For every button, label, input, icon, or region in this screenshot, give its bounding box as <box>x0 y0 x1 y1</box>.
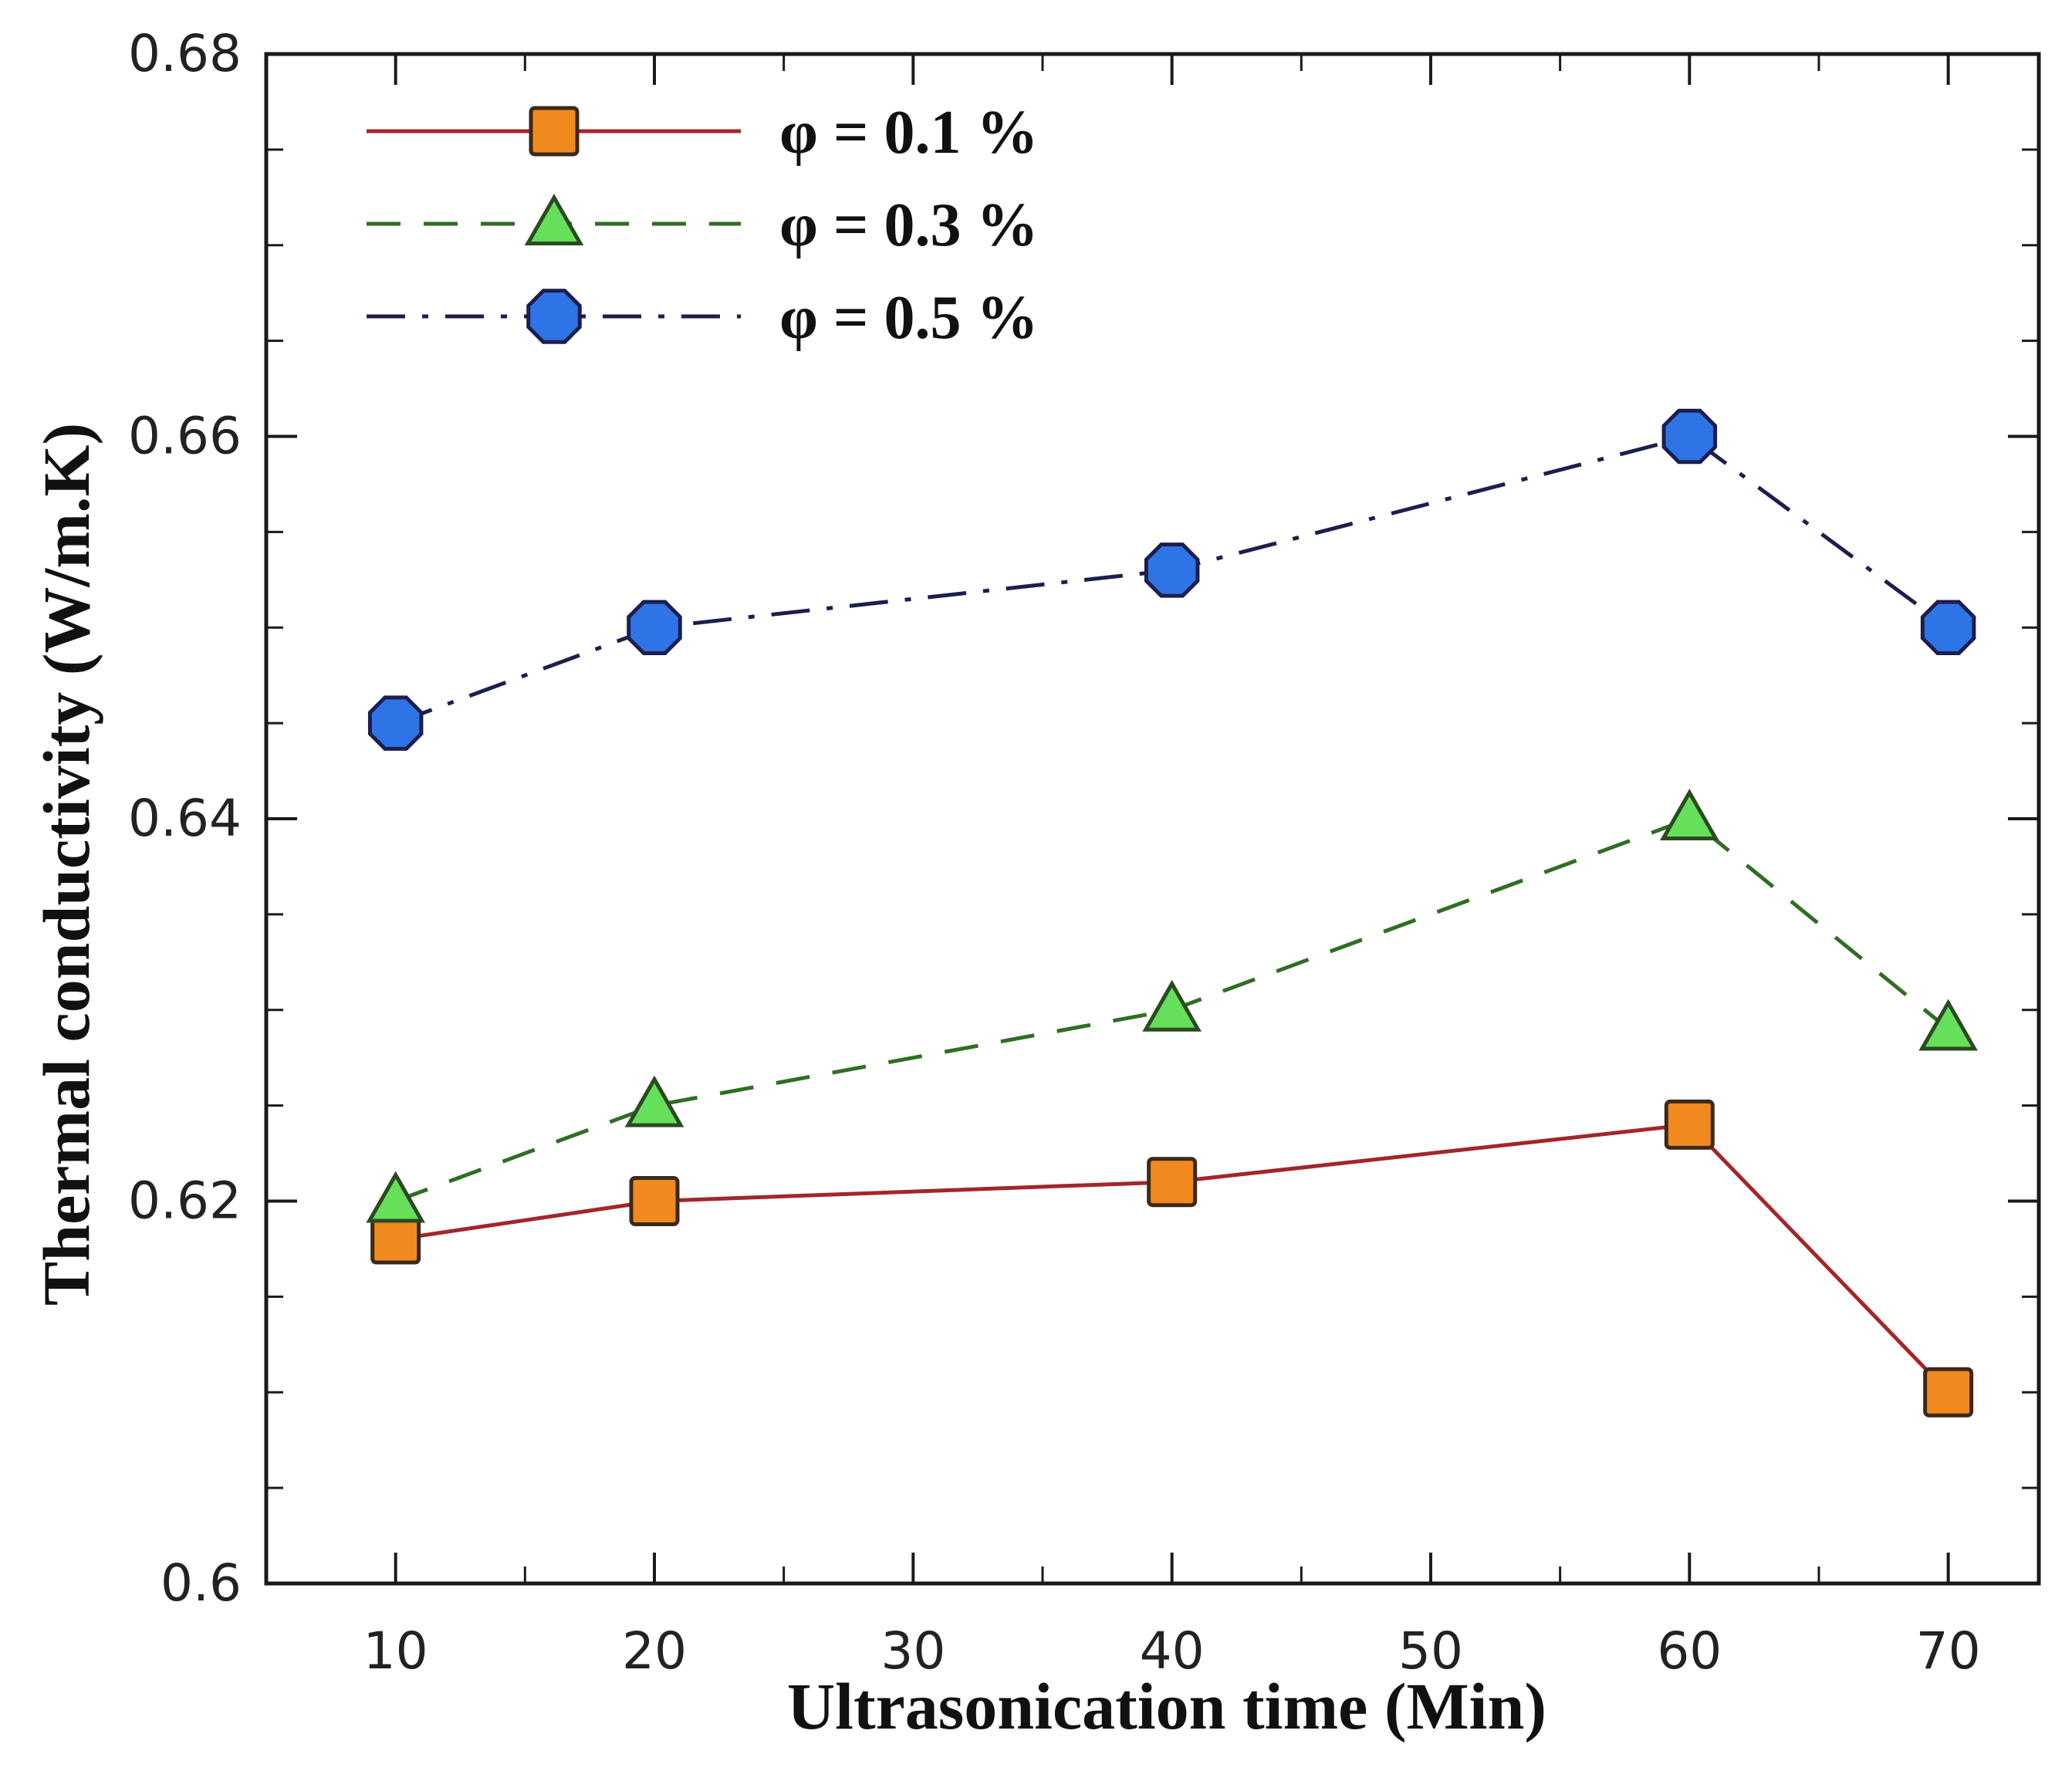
data-point <box>370 1214 421 1265</box>
x-tick-label: 10 <box>363 1621 428 1681</box>
series-layer <box>366 408 1978 1418</box>
y-tick-label: 0.6 <box>161 1553 242 1613</box>
series-square <box>370 1099 1974 1418</box>
y-axis: 0.6 0.62 0.64 0.66 0.68 <box>128 24 2039 1613</box>
x-tick-label: 20 <box>622 1621 687 1681</box>
data-point <box>1659 788 1719 840</box>
data-point <box>1144 542 1200 598</box>
data-point <box>367 695 424 751</box>
x-axis: 10 20 30 40 50 60 70 <box>265 54 1981 1681</box>
x-tick-label: 50 <box>1398 1621 1463 1681</box>
data-point <box>1923 1367 1974 1418</box>
x-tick-label: 40 <box>1140 1621 1205 1681</box>
y-tick-label: 0.62 <box>128 1171 242 1231</box>
legend-label: φ = 0.3 % <box>779 191 1039 259</box>
legend-label: φ = 0.5 % <box>779 284 1039 352</box>
x-tick-label: 70 <box>1916 1621 1981 1681</box>
data-point <box>366 1171 425 1223</box>
legend-label: φ = 0.1 % <box>779 99 1039 167</box>
data-point <box>624 1075 684 1127</box>
x-tick-label: 60 <box>1657 1621 1722 1681</box>
data-point <box>629 1176 680 1226</box>
legend-marker <box>526 289 582 344</box>
data-point <box>1920 600 1976 656</box>
y-axis-title: Thermal conductivity (W/m.K) <box>29 423 103 1306</box>
data-point <box>1147 1157 1198 1208</box>
series-circle <box>367 408 1976 751</box>
series-triangle <box>366 788 1978 1223</box>
legend-marker <box>524 193 584 245</box>
plot-frame <box>264 52 2041 1586</box>
x-axis-title: Ultrasonication time (Min) <box>787 1669 1546 1743</box>
data-point <box>1661 408 1718 465</box>
y-tick-label: 0.64 <box>128 789 242 848</box>
data-point <box>1142 979 1202 1032</box>
y-tick-label: 0.66 <box>128 407 242 466</box>
legend: φ = 0.1 % φ = 0.3 % φ = 0.5 % <box>367 99 1039 352</box>
legend-marker <box>529 106 580 157</box>
data-point <box>1664 1099 1715 1150</box>
x-tick-label: 30 <box>881 1621 945 1681</box>
data-point <box>627 600 682 656</box>
y-tick-label: 0.68 <box>128 24 242 83</box>
data-point <box>1918 999 1978 1051</box>
